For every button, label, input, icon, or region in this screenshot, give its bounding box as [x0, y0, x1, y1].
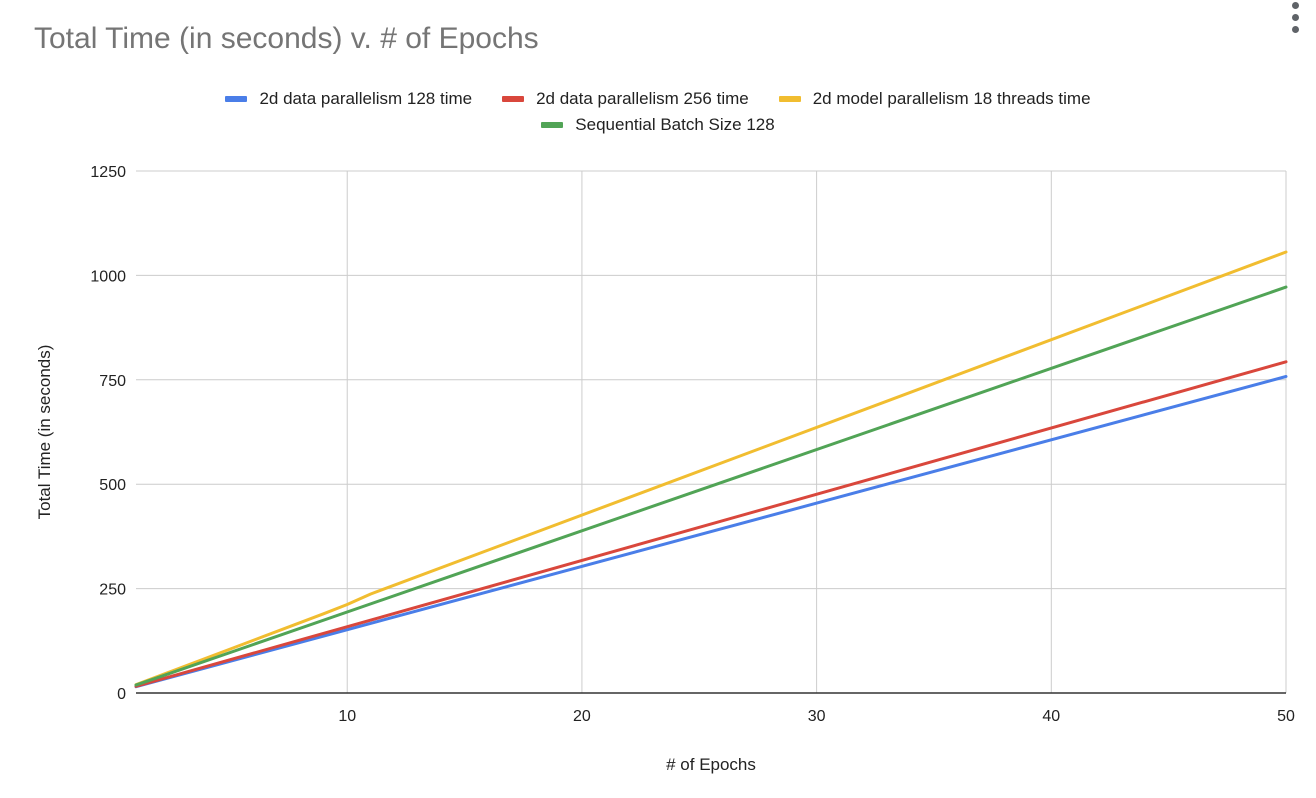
legend-item-sequential[interactable]: Sequential Batch Size 128: [541, 115, 775, 135]
legend-swatch: [502, 96, 525, 102]
series-line: [134, 285, 1288, 687]
legend: 2d data parallelism 128 time 2d data par…: [0, 86, 1316, 138]
legend-label: Sequential Batch Size 128: [575, 115, 775, 134]
legend-row-1: 2d data parallelism 128 time 2d data par…: [0, 86, 1316, 112]
chart-menu-button[interactable]: [1280, 0, 1310, 44]
legend-item-dp256[interactable]: 2d data parallelism 256 time: [502, 89, 749, 109]
legend-row-2: Sequential Batch Size 128: [0, 112, 1316, 138]
series-line: [134, 360, 1288, 688]
legend-item-mp18[interactable]: 2d model parallelism 18 threads time: [778, 89, 1091, 109]
x-axis-title: # of Epochs: [666, 755, 756, 774]
x-tick-label: 20: [573, 708, 591, 725]
legend-label: 2d data parallelism 128 time: [259, 89, 473, 108]
chart-title: Total Time (in seconds) v. # of Epochs: [34, 22, 539, 55]
y-tick-label: 0: [117, 686, 126, 703]
y-tick-label: 250: [99, 582, 126, 599]
legend-swatch: [541, 122, 564, 128]
y-tick-label: 1250: [90, 164, 126, 181]
y-axis-title: Total Time (in seconds): [35, 345, 54, 520]
legend-label: 2d model parallelism 18 threads time: [812, 89, 1091, 108]
legend-label: 2d data parallelism 256 time: [536, 89, 749, 108]
x-tick-label: 40: [1042, 708, 1060, 725]
series-line: [134, 375, 1288, 689]
y-tick-label: 1000: [90, 268, 126, 285]
x-tick-label: 30: [808, 708, 826, 725]
legend-swatch: [778, 96, 801, 102]
series-line: [134, 250, 1288, 687]
x-tick-label: 10: [338, 708, 356, 725]
legend-item-dp128[interactable]: 2d data parallelism 128 time: [225, 89, 472, 109]
x-tick-label: 50: [1277, 708, 1295, 725]
legend-swatch: [225, 96, 248, 102]
y-tick-label: 750: [99, 373, 126, 390]
y-tick-label: 500: [99, 477, 126, 494]
